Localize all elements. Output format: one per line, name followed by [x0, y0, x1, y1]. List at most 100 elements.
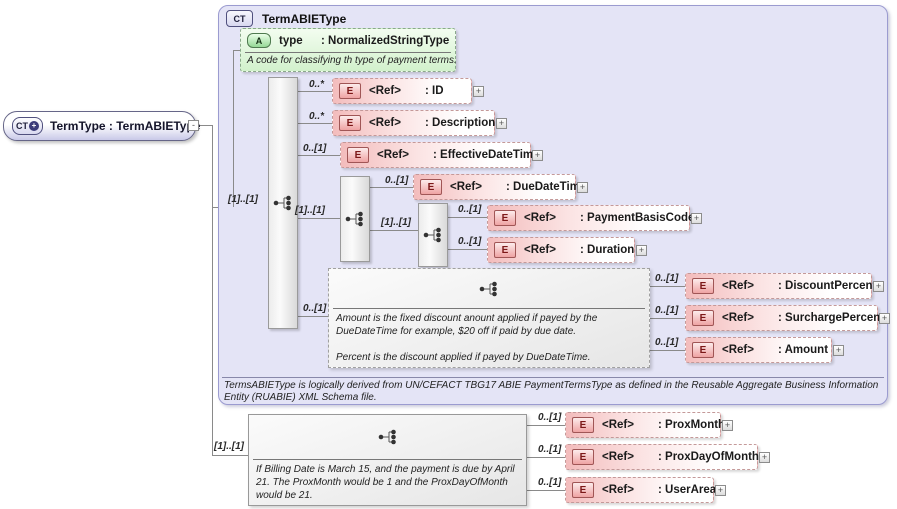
cardinality-label: [1]..[1]: [214, 441, 244, 452]
root-node-label: TermType : TermABIEType: [50, 119, 201, 133]
element-icon: E: [692, 278, 714, 294]
root-node-termtype[interactable]: CT + TermType : TermABIEType: [3, 111, 200, 141]
element-name-label: : ID: [425, 85, 444, 97]
cardinality-label: 0..[1]: [303, 303, 327, 314]
cardinality-label: 0..[1]: [655, 273, 679, 284]
cardinality-label: 0..[1]: [458, 236, 482, 247]
connector: [527, 457, 565, 458]
element-icon: E: [339, 115, 361, 131]
element-ref-effectivedatetime[interactable]: E <Ref> : EffectiveDateTime +: [340, 142, 543, 168]
connector: [298, 218, 340, 219]
connector: [527, 490, 565, 491]
element-ref-label: <Ref>: [450, 181, 482, 193]
attribute-title-row: A type : NormalizedStringType: [241, 29, 455, 52]
expand-icon[interactable]: +: [577, 182, 588, 193]
cardinality-label: 0..[1]: [538, 477, 562, 488]
sequence-icon: [479, 281, 497, 296]
element-ref-label: <Ref>: [524, 212, 556, 224]
element-icon: E: [339, 83, 361, 99]
container-header: CT TermABIEType: [226, 10, 346, 27]
cardinality-label: 0..[1]: [303, 143, 327, 154]
expand-icon[interactable]: +: [636, 245, 647, 256]
cardinality-label: [1]..[1]: [381, 217, 411, 228]
sequence-icon: [423, 227, 441, 243]
element-icon: E: [572, 449, 594, 465]
connector: [650, 318, 685, 319]
element-ref-proxdayofmonth[interactable]: E <Ref> : ProxDayOfMonth +: [565, 444, 770, 470]
collapse-toggle[interactable]: -: [188, 120, 199, 131]
complextype-plus-icon: CT +: [12, 117, 43, 135]
divider: [253, 459, 522, 460]
cardinality-label: 0..[1]: [538, 444, 562, 455]
cardinality-label: [1]..[1]: [295, 205, 325, 216]
sequence-compositor-main[interactable]: [268, 77, 298, 329]
expand-icon[interactable]: +: [722, 420, 733, 431]
element-ref-proxmonth[interactable]: E <Ref> : ProxMonth +: [565, 412, 733, 438]
connector: [212, 455, 248, 456]
connector: [448, 249, 487, 250]
element-name-label: : ProxDayOfMonth: [658, 451, 759, 463]
element-name-label: : Description: [425, 117, 496, 129]
element-name-label: : Amount: [778, 344, 829, 356]
discount-group-annotation: Amount is the fixed discount anount appl…: [336, 313, 598, 363]
sequence-compositor-basis[interactable]: [418, 203, 448, 267]
cardinality-label: [1]..[1]: [228, 194, 258, 205]
cardinality-label: 0..*: [309, 111, 325, 122]
element-name-label: : PaymentBasisCode: [580, 212, 695, 224]
element-icon: E: [572, 482, 594, 498]
element-icon: E: [572, 417, 594, 433]
connector: [527, 425, 565, 426]
element-ref-description[interactable]: E <Ref> : Description +: [332, 110, 507, 136]
element-ref-label: <Ref>: [369, 117, 401, 129]
connector: [298, 316, 328, 317]
expand-icon[interactable]: +: [759, 452, 770, 463]
expand-icon[interactable]: +: [879, 313, 890, 324]
expand-icon[interactable]: +: [833, 345, 844, 356]
element-ref-surchargepercent[interactable]: E <Ref> : SurchargePercent +: [685, 305, 890, 331]
connector: [448, 217, 487, 218]
divider: [222, 377, 884, 378]
connector: [298, 155, 340, 156]
complextype-icon: CT: [226, 10, 253, 27]
cardinality-label: 0..[1]: [385, 175, 409, 186]
sequence-group-prox[interactable]: If Billing Date is March 15, and the pay…: [248, 414, 527, 506]
element-ref-userarea[interactable]: E <Ref> : UserArea +: [565, 477, 726, 503]
element-ref-label: <Ref>: [602, 484, 634, 496]
plus-circle-icon: +: [29, 121, 39, 131]
element-ref-paymentbasiscode[interactable]: E <Ref> : PaymentBasisCode +: [487, 205, 702, 231]
element-ref-amount[interactable]: E <Ref> : Amount +: [685, 337, 844, 363]
connector: [233, 50, 234, 207]
connector: [298, 123, 332, 124]
element-name-label: : DueDateTime: [506, 181, 587, 193]
element-ref-id[interactable]: E <Ref> : ID +: [332, 78, 484, 104]
attribute-type[interactable]: A type : NormalizedStringType A code for…: [240, 28, 457, 72]
connector: [650, 286, 685, 287]
divider: [333, 308, 645, 309]
sequence-icon: [378, 429, 396, 445]
expand-icon[interactable]: +: [532, 150, 543, 161]
element-name-label: : EffectiveDateTime: [433, 149, 540, 161]
sequence-icon: [273, 195, 291, 211]
sequence-compositor-due[interactable]: [340, 176, 370, 262]
connector: [233, 50, 240, 51]
element-ref-duedatetime[interactable]: E <Ref> : DueDateTime +: [413, 174, 588, 200]
sequence-icon: [345, 211, 363, 227]
element-ref-duration[interactable]: E <Ref> : Duration +: [487, 237, 647, 263]
container-title: TermABIEType: [262, 11, 347, 26]
element-ref-label: <Ref>: [524, 244, 556, 256]
expand-icon[interactable]: +: [873, 281, 884, 292]
sequence-group-discount[interactable]: Amount is the fixed discount anount appl…: [328, 268, 650, 368]
element-icon: E: [347, 147, 369, 163]
expand-icon[interactable]: +: [691, 213, 702, 224]
expand-icon[interactable]: +: [715, 485, 726, 496]
expand-icon[interactable]: +: [473, 86, 484, 97]
sequence-icon-row: [329, 269, 649, 308]
element-icon: E: [420, 179, 442, 195]
element-ref-label: <Ref>: [722, 312, 754, 324]
element-name-label: : SurchargePercent: [778, 312, 885, 324]
cardinality-label: 0..[1]: [538, 412, 562, 423]
element-ref-discountpercent[interactable]: E <Ref> : DiscountPercent +: [685, 273, 884, 299]
element-ref-label: <Ref>: [602, 451, 634, 463]
attribute-icon: A: [247, 33, 271, 48]
expand-icon[interactable]: +: [496, 118, 507, 129]
